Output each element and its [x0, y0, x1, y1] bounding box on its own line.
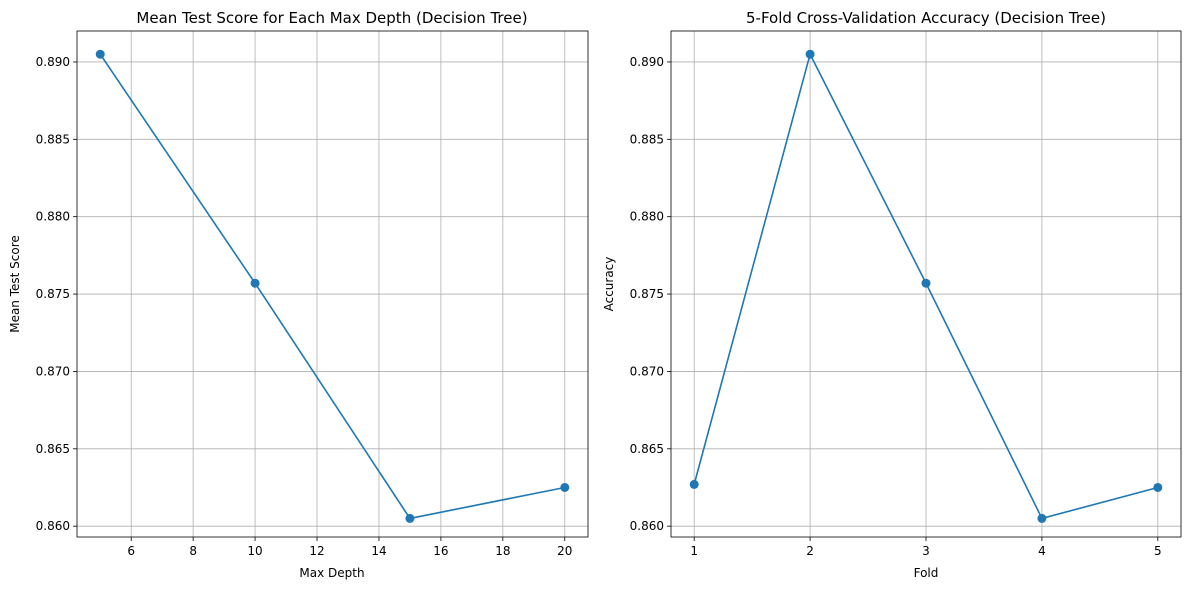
- y-tick-label: 0.875: [36, 287, 70, 301]
- y-tick-label: 0.880: [36, 210, 70, 224]
- y-tick-label: 0.880: [630, 210, 664, 224]
- series-line: [99, 53, 565, 520]
- data-point: [250, 278, 260, 288]
- y-tick-label: 0.890: [630, 55, 664, 69]
- x-tick-label: 20: [557, 544, 572, 558]
- x-tick-label: 3: [922, 544, 930, 558]
- plot-frame: [76, 30, 589, 538]
- y-tick-label: 0.875: [630, 287, 664, 301]
- y-tick-label: 0.885: [36, 132, 70, 146]
- x-axis-label: Max Depth: [299, 566, 364, 580]
- ticks: 1 2 3 4 5 0.860 0.865 0.870 0.875 0.880 0.885 0.890: [630, 55, 1162, 558]
- series: [95, 49, 570, 523]
- data-point: [921, 278, 931, 288]
- chart-panel-max-depth: Mean Test Score for Each Max Depth (Deci…: [8, 9, 589, 580]
- x-tick-label: 2: [806, 544, 814, 558]
- x-tick-label: 12: [309, 544, 324, 558]
- y-tick-label: 0.865: [630, 442, 664, 456]
- y-axis-label: Mean Test Score: [8, 235, 22, 333]
- y-tick-label: 0.860: [630, 519, 664, 533]
- grid: [77, 31, 588, 537]
- chart-title: Mean Test Score for Each Max Depth (Deci…: [136, 9, 527, 27]
- y-tick-label: 0.870: [630, 364, 664, 378]
- chart-title: 5-Fold Cross-Validation Accuracy (Decisi…: [746, 9, 1106, 27]
- x-tick-label: 4: [1038, 544, 1046, 558]
- ticks: 6 8 10 12 14 16 18 20 0.860 0.865 0.870 0.875 0.880 0…: [36, 55, 573, 558]
- grid: [671, 31, 1181, 537]
- x-tick-label: 18: [495, 544, 510, 558]
- data-point: [805, 49, 815, 59]
- x-tick-label: 14: [371, 544, 386, 558]
- series: [689, 49, 1163, 523]
- plot-frame: [670, 30, 1182, 538]
- x-tick-label: 6: [127, 544, 135, 558]
- y-tick-label: 0.865: [36, 442, 70, 456]
- x-tick-label: 1: [690, 544, 698, 558]
- x-tick-label: 10: [247, 544, 262, 558]
- data-point: [689, 479, 699, 489]
- x-tick-label: 8: [189, 544, 197, 558]
- data-point: [1037, 513, 1047, 523]
- data-point: [405, 513, 415, 523]
- y-tick-label: 0.870: [36, 364, 70, 378]
- y-axis-label: Accuracy: [602, 257, 616, 312]
- data-point: [1153, 482, 1163, 492]
- x-tick-label: 5: [1154, 544, 1162, 558]
- x-axis-label: Fold: [914, 566, 939, 580]
- chart-panel-cross-validation: 5-Fold Cross-Validation Accuracy (Decisi…: [602, 9, 1182, 580]
- data-point: [560, 482, 570, 492]
- x-tick-label: 16: [433, 544, 448, 558]
- data-point: [95, 49, 105, 59]
- y-tick-label: 0.860: [36, 519, 70, 533]
- y-tick-label: 0.890: [36, 55, 70, 69]
- y-tick-label: 0.885: [630, 132, 664, 146]
